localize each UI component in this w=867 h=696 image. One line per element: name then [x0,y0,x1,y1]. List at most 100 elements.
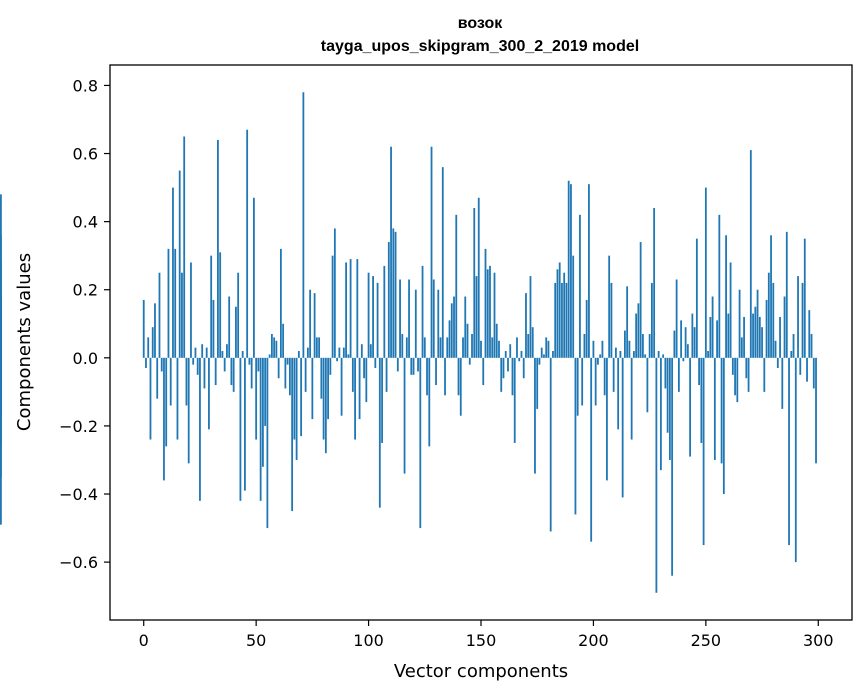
bar-component-27 [203,357,206,389]
bar-component-10 [165,357,168,447]
bar-component-25 [199,357,201,501]
bar-component-286 [785,231,788,358]
bar-component-141 [459,357,462,416]
bar-component-152 [484,248,487,358]
bar-component-273 [756,289,759,358]
x-tick-label: 150 [466,631,497,650]
bar-component-72 [304,357,307,392]
bar-component-243 [689,357,692,457]
bar-component-190 [570,184,572,358]
bar-component-7 [158,272,161,358]
bar-component-145 [468,357,471,365]
bar-component-104 [376,282,379,358]
bar-component-232 [664,357,667,389]
bar-component-67 [293,357,296,440]
bar-component-185 [558,262,561,358]
x-tick-label: 250 [691,631,722,650]
bar-component-140 [457,357,460,396]
bar-component-187 [563,272,566,358]
bar-component-230 [659,357,662,471]
bar-component-28 [205,347,208,358]
bar-component-170 [525,293,527,358]
bar-component-154 [489,265,491,358]
bar-component-251 [707,351,709,358]
bar-component-200 [592,340,595,358]
bar-component-166 [516,337,518,358]
bar-component-155 [491,337,494,358]
bar-component-116 [403,357,406,474]
bar-component-94 [354,357,356,440]
bar-component-77 [315,337,318,358]
bar-component-240 [682,357,685,362]
bar-component-103 [374,357,377,369]
bar-component-1 [145,357,147,369]
bar-component-277 [765,299,768,358]
bars-layer [0,92,817,593]
bar-component-11 [167,248,170,358]
bar-component-256 [718,214,721,358]
bar-component-56 [268,354,271,358]
bar-component-203 [599,354,602,358]
bar-component-135 [446,337,449,358]
bar-component-129 [432,279,435,358]
bar-component-268 [745,357,748,379]
bar-component-292 [799,357,802,375]
bar-component-87 [338,347,341,358]
bar-component-22 [192,357,195,365]
bar-component-287 [788,357,790,546]
bar-component-114 [399,279,401,358]
bar-component-291 [797,276,799,358]
bar-component-191 [572,255,575,358]
bar-component-128 [430,146,433,358]
bar-component-131 [437,289,440,358]
bar-component-132 [439,337,442,358]
chart-title-model: tayga_upos_skipgram_300_2_2019 model [321,38,639,55]
bar-component-23 [194,347,197,358]
bar-component-204 [601,340,604,358]
bar-component-45 [244,357,246,491]
bar-component-247 [698,357,700,386]
bar-component-15 [176,357,179,440]
bar-component-193 [576,357,579,416]
bar-component-279 [770,235,772,358]
bar-component-79 [320,357,323,399]
bar-component-9 [163,357,165,481]
bar-component-148 [475,276,478,358]
bar-component-117 [405,337,408,358]
bar-component-299 [815,357,817,464]
bar-component-34 [219,252,222,358]
bar-component-173 [531,327,534,358]
chart-title-word: возок [458,15,504,32]
bar-component-125 [423,337,426,358]
bar-component-280 [772,282,775,358]
bar-component-47 [248,357,251,365]
bar-component-199 [590,357,593,542]
bar-component-106 [381,357,383,443]
bar-component-234 [668,357,671,460]
bar-component-63 [284,357,287,389]
bar-component-276 [763,357,766,392]
bar-component-177 [540,347,543,358]
bar-component-150 [480,340,482,358]
bar-component-105 [378,357,381,508]
bar-component-284 [781,357,784,409]
bar-component-130 [435,357,437,386]
bar-component-50 [255,357,258,440]
bar-component-95 [356,259,359,358]
bar-component-52 [259,357,262,501]
x-tick-label: 50 [246,631,266,650]
bar-component-31 [212,299,215,358]
x-tick-label: 0 [139,631,149,650]
bar-component-244 [691,313,694,358]
bar-component-66 [291,357,294,512]
bar-component-223 [644,354,647,358]
bar-component-233 [666,357,669,433]
bar-component-269 [747,357,750,392]
bar-component-295 [806,357,808,382]
bar-component-142 [462,337,464,358]
bar-component-258 [722,357,725,495]
bar-component-51 [257,357,260,372]
y-tick-label: −0.6 [59,553,98,572]
bar-component-239 [680,320,683,358]
bar-component-169 [522,357,525,379]
